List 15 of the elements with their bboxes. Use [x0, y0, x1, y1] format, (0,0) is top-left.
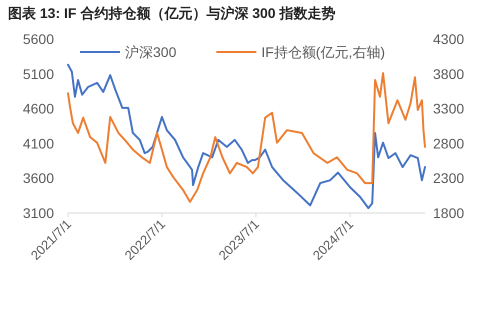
y-tick-label: 5600 — [22, 31, 54, 47]
y2-tick-label: 3300 — [433, 100, 464, 117]
y-tick-label: 3600 — [22, 170, 54, 186]
y2-tick-label: 2800 — [433, 135, 464, 152]
legend-label: 沪深300 — [125, 44, 177, 60]
legend-label: IF持仓额(亿元,右轴) — [261, 44, 386, 60]
y-tick-label: 3100 — [22, 205, 54, 221]
y-tick-label: 4100 — [22, 135, 54, 152]
y-tick-label: 4600 — [22, 100, 54, 117]
y2-tick-label: 3800 — [433, 66, 464, 82]
y2-tick-label: 2300 — [433, 170, 464, 186]
y2-tick-label: 4300 — [433, 31, 464, 47]
y2-tick-label: 1800 — [433, 205, 464, 221]
y-tick-label: 5100 — [22, 66, 54, 82]
chart-title: 图表 13: IF 合约持仓额（亿元）与沪深 300 指数走势 — [8, 5, 336, 21]
